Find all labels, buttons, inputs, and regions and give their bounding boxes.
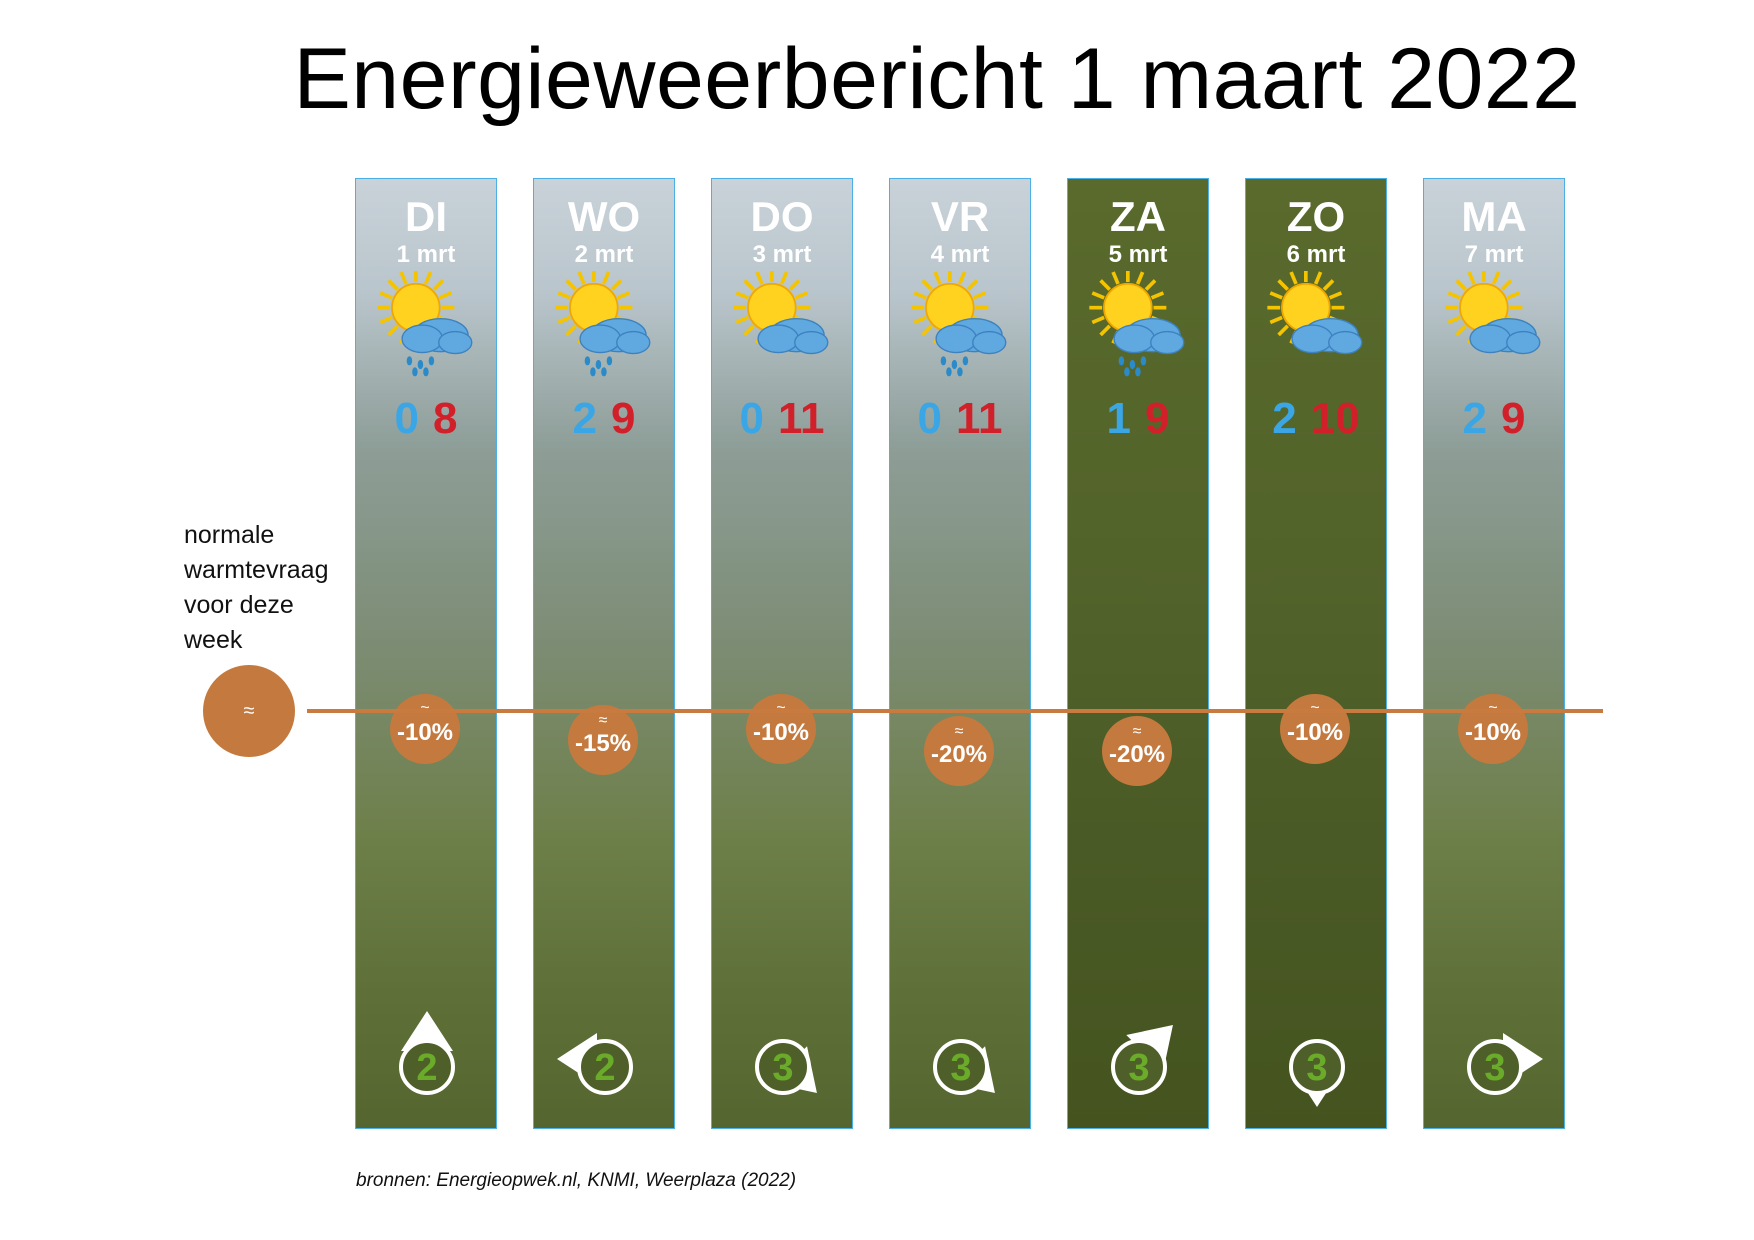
day-column-di: DI 1 mrt 08 ≈ -10% bbox=[355, 178, 497, 1129]
heat-demand-badge: ≈ -10% bbox=[1458, 694, 1528, 764]
heat-demand-badge: ≈ -10% bbox=[1280, 694, 1350, 764]
sun-cloud-rain-icon bbox=[377, 271, 473, 377]
max-temperature: 8 bbox=[433, 394, 458, 443]
day-name: ZO bbox=[1286, 193, 1346, 240]
demand-symbol: ≈ bbox=[598, 712, 608, 729]
wind-direction-icon: 2 bbox=[557, 1033, 633, 1095]
min-temperature: 0 bbox=[739, 394, 764, 443]
temperature-range: 0 11 bbox=[890, 394, 1030, 444]
wind-direction-icon: 3 bbox=[1467, 1033, 1543, 1095]
wind-direction-icon: 3 bbox=[755, 1039, 817, 1095]
min-temperature: 0 bbox=[917, 394, 942, 443]
day-date: 3 mrt bbox=[752, 241, 812, 268]
max-temperature: 11 bbox=[955, 394, 1003, 443]
min-temperature: 2 bbox=[572, 394, 597, 443]
day-name: ZA bbox=[1110, 193, 1166, 240]
wind-direction-icon: 3 bbox=[1111, 1025, 1173, 1095]
sun-cloud-rain-icon bbox=[555, 271, 651, 377]
min-temperature: 1 bbox=[1106, 394, 1131, 443]
day-column-ma: MA 7 mrt 29 ≈ -10% bbox=[1423, 178, 1565, 1129]
day-date: 5 mrt bbox=[1108, 241, 1168, 268]
wind-force: 3 bbox=[950, 1047, 971, 1089]
day-date: 7 mrt bbox=[1464, 241, 1524, 268]
demand-percentage: -20% bbox=[930, 741, 988, 768]
day-name: DO bbox=[750, 193, 814, 240]
demand-symbol: ≈ bbox=[954, 723, 964, 740]
wind-force: 3 bbox=[1484, 1047, 1505, 1089]
demand-percentage: -10% bbox=[1464, 719, 1522, 746]
max-temperature: 11 bbox=[777, 394, 825, 443]
wind-direction-icon: 3 bbox=[933, 1039, 995, 1095]
max-temperature: 9 bbox=[1145, 394, 1170, 443]
day-name: DI bbox=[405, 193, 447, 240]
min-temperature: 2 bbox=[1462, 394, 1487, 443]
temperature-range: 0 11 bbox=[712, 394, 852, 444]
day-name: MA bbox=[1461, 193, 1527, 240]
demand-percentage: -10% bbox=[752, 719, 810, 746]
day-name: WO bbox=[567, 193, 641, 240]
normal-demand-label: normale warmtevraag voor deze week bbox=[184, 518, 329, 658]
demand-percentage: -10% bbox=[1286, 719, 1344, 746]
demand-percentage: -10% bbox=[396, 719, 454, 746]
demand-percentage: -20% bbox=[1108, 741, 1166, 768]
heat-demand-badge: ≈ -15% bbox=[568, 705, 638, 775]
sun-cloud-icon bbox=[1445, 271, 1541, 355]
wind-direction-icon: 3 bbox=[1289, 1039, 1345, 1107]
day-date: 4 mrt bbox=[930, 241, 990, 268]
sun-cloud-icon bbox=[733, 271, 829, 355]
normal-demand-circle: ≈ bbox=[203, 665, 295, 757]
normal-demand-line bbox=[307, 709, 1603, 713]
day-name: VR bbox=[930, 193, 990, 240]
min-temperature: 0 bbox=[394, 394, 419, 443]
max-temperature: 9 bbox=[1501, 394, 1526, 443]
wind-force: 3 bbox=[772, 1047, 793, 1089]
heat-demand-badge: ≈ -10% bbox=[390, 694, 460, 764]
demand-symbol: ≈ bbox=[1132, 723, 1142, 740]
max-temperature: 9 bbox=[611, 394, 636, 443]
normal-label-line: normale bbox=[184, 521, 275, 549]
wind-direction-icon: 2 bbox=[399, 1011, 455, 1095]
max-temperature: 10 bbox=[1310, 394, 1360, 443]
page-title: Energieweerbericht 1 maart 2022 bbox=[293, 31, 1581, 127]
sun-cloud-rain-icon bbox=[1089, 271, 1185, 377]
heat-demand-badge: ≈ -10% bbox=[746, 694, 816, 764]
wind-force: 2 bbox=[416, 1047, 437, 1089]
sun-cloud-rain-icon bbox=[911, 271, 1007, 377]
wind-force: 2 bbox=[594, 1047, 615, 1089]
temperature-range: 2 10 bbox=[1246, 394, 1386, 444]
min-temperature: 2 bbox=[1272, 394, 1297, 443]
wind-force: 3 bbox=[1128, 1047, 1149, 1089]
wind-force: 3 bbox=[1306, 1047, 1327, 1089]
normal-label-line: voor deze bbox=[184, 591, 294, 619]
day-date: 2 mrt bbox=[574, 241, 634, 268]
normal-label-line: week bbox=[184, 626, 243, 654]
sources-note: bronnen: Energieopwek.nl, KNMI, Weerplaz… bbox=[356, 1170, 797, 1191]
day-column-vr: VR 4 mrt 0 11 ≈ -20% bbox=[889, 178, 1031, 1129]
day-column-zo: ZO 6 mrt 2 10 ≈ -10% bbox=[1245, 178, 1387, 1129]
day-date: 6 mrt bbox=[1286, 241, 1346, 268]
heat-demand-badge: ≈ -20% bbox=[1102, 716, 1172, 786]
day-column-do: DO 3 mrt 0 11 ≈ -10% bbox=[711, 178, 853, 1129]
heat-demand-badge: ≈ -20% bbox=[924, 716, 994, 786]
normal-label-line: warmtevraag bbox=[184, 556, 329, 584]
demand-percentage: -15% bbox=[574, 730, 632, 757]
day-date: 1 mrt bbox=[396, 241, 456, 268]
sun-cloud-icon bbox=[1267, 271, 1363, 355]
